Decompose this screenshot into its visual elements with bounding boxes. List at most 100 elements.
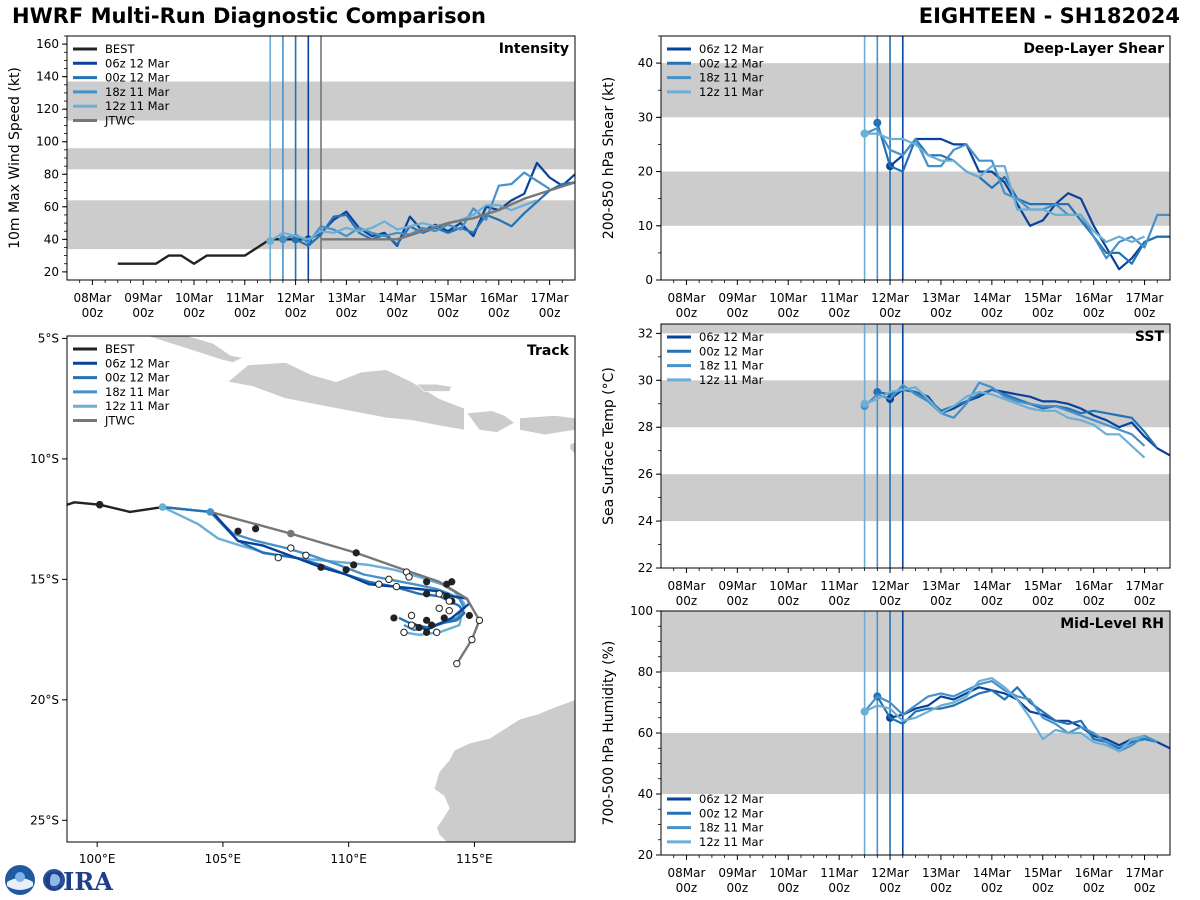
x-tick-hour: 00z (437, 306, 459, 320)
land-australia (433, 699, 575, 842)
y-axis-label: 10m Max Wind Speed (kt) (7, 67, 23, 249)
legend-label: 12z 11 Mar (105, 99, 170, 113)
x-tick-date: 17Mar (531, 291, 569, 305)
series-line-12z-11-mar (864, 676, 1145, 753)
track-point-open (435, 604, 443, 612)
x-tick-label: 100°E (79, 852, 116, 866)
x-tick-date: 09Mar (718, 579, 756, 593)
legend-label: 06z 12 Mar (105, 356, 170, 370)
init-point (278, 235, 287, 244)
shaded-band-0 (661, 733, 1170, 794)
init-point (266, 236, 275, 245)
land-bali-lombok (466, 410, 516, 433)
panel-rh: 2040608010008Mar00z09Mar00z10Mar00z11Mar… (601, 604, 1171, 895)
axes-frame (66, 335, 576, 843)
x-tick-hour: 00z (1083, 306, 1105, 320)
x-tick-date: 09Mar (124, 291, 162, 305)
x-tick-date: 16Mar (1075, 579, 1113, 593)
map-area (67, 336, 575, 842)
x-tick-hour: 00z (234, 306, 256, 320)
x-tick-date: 08Mar (73, 291, 111, 305)
series-line-18z-11-mar (863, 381, 1146, 447)
x-tick-hour: 00z (676, 594, 698, 608)
x-tick-date: 11Mar (226, 291, 264, 305)
track-point-filled (342, 566, 350, 574)
track-point-filled (415, 623, 423, 632)
y-tick-label: 20 (44, 265, 59, 279)
y-tick-label: 28 (638, 420, 653, 434)
x-tick-label: 110°E (330, 852, 367, 866)
land-madura (415, 383, 453, 392)
plot-area-rh (661, 611, 1170, 855)
track-point-open (435, 590, 443, 598)
x-tick-date: 09Mar (718, 866, 756, 880)
y-tick-label: 100 (36, 135, 59, 149)
x-tick-hour: 00z (777, 594, 799, 608)
y-tick-label: 20 (638, 165, 653, 179)
x-tick-date: 15Mar (1024, 579, 1062, 593)
track-point-filled (390, 614, 398, 622)
noaa-cira-logo: CIRA (5, 865, 113, 896)
y-tick-label: 40 (638, 56, 653, 70)
y-tick-label: 30 (638, 110, 653, 124)
init-point (860, 707, 869, 716)
y-tick-label: 120 (36, 102, 59, 116)
x-tick-date: 14Mar (973, 291, 1011, 305)
y-tick-label: 25°S (30, 813, 59, 827)
land-sumatra-tip (147, 336, 244, 363)
series-line-06z-12-mar (889, 686, 1170, 750)
x-tick-hour: 00z (539, 306, 561, 320)
x-tick-hour: 00z (336, 306, 358, 320)
track-point-open (392, 582, 401, 591)
y-tick-label: 26 (638, 467, 653, 481)
x-tick-hour: 00z (727, 881, 749, 895)
legend-label: 06z 12 Mar (699, 792, 764, 806)
x-tick-hour: 00z (1032, 594, 1054, 608)
x-tick-hour: 00z (1083, 594, 1105, 608)
x-tick-date: 12Mar (871, 866, 909, 880)
x-tick-date: 15Mar (429, 291, 467, 305)
y-tick-label: 20°S (30, 693, 59, 707)
track-point-open (375, 580, 383, 588)
x-tick-date: 17Mar (1126, 866, 1164, 880)
x-tick-label: 115°E (456, 852, 493, 866)
x-tick-date: 14Mar (973, 579, 1011, 593)
init-point (860, 399, 869, 408)
panel-sst: 22242628303208Mar00z09Mar00z10Mar00z11Ma… (601, 323, 1171, 608)
panel-shear: 01020304008Mar00z09Mar00z10Mar00z11Mar00… (601, 35, 1171, 320)
x-tick-hour: 00z (1083, 881, 1105, 895)
init-point (206, 508, 215, 516)
y-tick-label: 60 (44, 200, 59, 214)
x-tick-date: 10Mar (769, 579, 807, 593)
track-point-open (445, 597, 453, 605)
x-tick-date: 12Mar (871, 579, 909, 593)
x-tick-date: 17Mar (1126, 579, 1164, 593)
y-tick-label: 40 (638, 787, 653, 801)
legend-label: 06z 12 Mar (699, 330, 764, 344)
x-tick-date: 08Mar (667, 866, 705, 880)
x-tick-date: 15Mar (1024, 866, 1062, 880)
series-line-06z-12-mar (889, 137, 1170, 271)
x-tick-hour: 00z (132, 306, 154, 320)
x-tick-hour: 00z (828, 881, 850, 895)
track-point-filled (423, 578, 431, 586)
track-point-open (274, 553, 282, 562)
init-point (860, 129, 869, 138)
x-tick-date: 13Mar (922, 291, 960, 305)
series-line-jtwc (321, 181, 575, 241)
x-tick-hour: 00z (676, 881, 698, 895)
x-tick-date: 16Mar (1075, 866, 1113, 880)
legend-label: 18z 11 Mar (105, 85, 170, 99)
track-point-filled (428, 621, 436, 629)
y-tick-label: 24 (638, 514, 653, 528)
x-tick-hour: 00z (879, 306, 901, 320)
track-point-open (302, 551, 310, 559)
x-tick-date: 10Mar (769, 291, 807, 305)
y-tick-label: 10°S (30, 452, 59, 466)
x-tick-hour: 00z (285, 306, 307, 320)
track-point-filled (440, 614, 448, 622)
legend-label: 18z 11 Mar (105, 385, 170, 399)
init-point (158, 503, 167, 511)
